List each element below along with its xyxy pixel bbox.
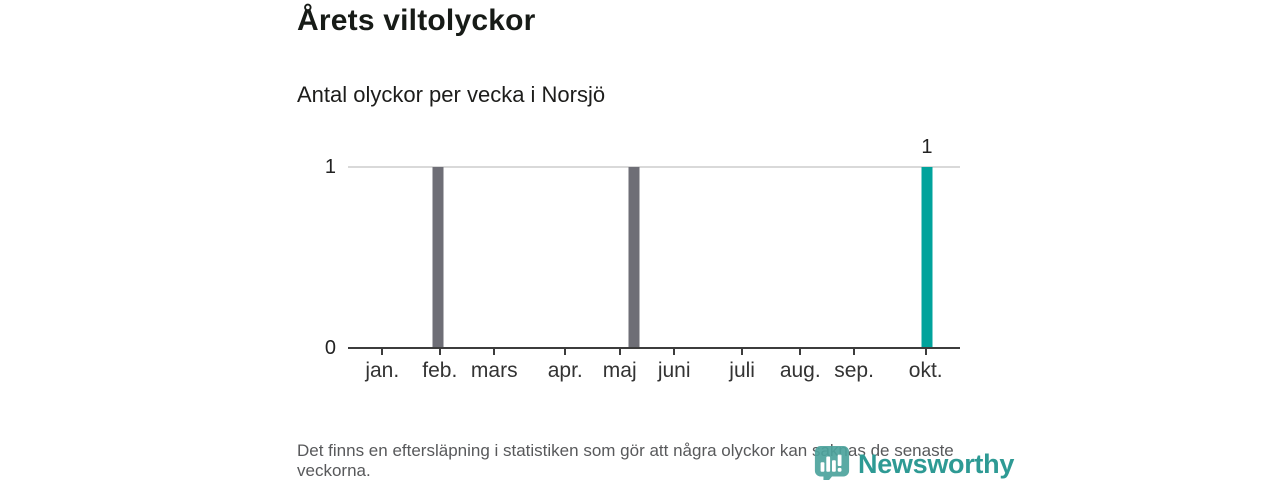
x-tick-label-apr: apr.: [547, 359, 583, 382]
x-tick-mars: [493, 349, 496, 355]
x-tick-maj: [618, 349, 621, 355]
footnote: Det finns en eftersläpning i statistiken…: [297, 441, 954, 480]
chart-subtitle: Antal olyckor per vecka i Norsjö: [297, 82, 606, 107]
bar-maj: [628, 167, 640, 347]
newsworthy-pin-chart-icon: [814, 446, 850, 480]
x-tick-apr: [564, 349, 567, 355]
newsworthy-wordmark: Newsworthy: [858, 449, 1015, 479]
x-tick-sep: [853, 349, 856, 355]
y-tick-label-0: 0: [324, 337, 336, 359]
x-tick-okt: [924, 349, 927, 355]
y-tick-label-1: 1: [324, 156, 336, 178]
x-tick-label-maj: maj: [602, 359, 637, 382]
newsworthy-logo: Newsworthy: [813, 445, 1014, 480]
x-tick-juli: [741, 349, 744, 355]
x-tick-label-okt: okt.: [908, 359, 943, 382]
x-tick-label-feb: feb.: [422, 359, 458, 382]
x-tick-label-sep: sep.: [834, 359, 874, 382]
x-axis-line: [348, 347, 960, 349]
x-tick-label-juni: juni: [657, 359, 691, 382]
x-tick-label-juli: juli: [729, 359, 755, 382]
highlight-bar-okt: [921, 167, 933, 347]
page-title: Årets viltolyckor: [297, 4, 536, 37]
x-tick-juni: [673, 349, 676, 355]
x-tick-label-jan: jan.: [365, 359, 400, 382]
x-tick-label-aug: aug.: [779, 359, 821, 382]
bar-chart-plot-area: 1 0 jan. feb. mars apr. maj juni juli aug. sep. o…: [325, 136, 960, 382]
bar-value-label-okt: 1: [921, 136, 933, 158]
x-tick-label-mars: mars: [470, 359, 518, 382]
bar-feb: [432, 167, 444, 347]
x-tick-jan: [381, 349, 384, 355]
x-tick-aug: [799, 349, 802, 355]
gridline-y1: [348, 166, 960, 168]
x-tick-feb: [438, 349, 441, 355]
